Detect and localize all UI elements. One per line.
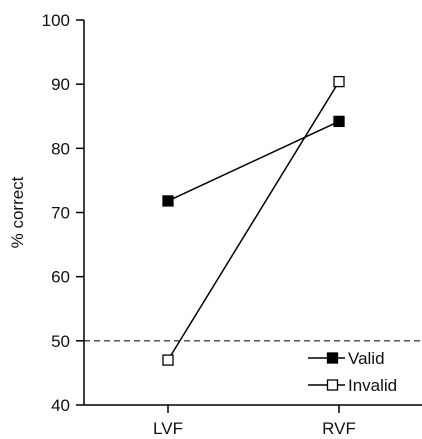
series-line-invalid [167, 81, 340, 361]
y-tick-label: 70 [51, 204, 70, 223]
point-valid-lvf [162, 195, 174, 207]
y-tick-label: 50 [51, 332, 70, 351]
y-tick-label: 40 [51, 396, 70, 415]
y-ticks: 40 50 60 70 80 90 100 [42, 11, 84, 415]
legend-marker-invalid [326, 379, 339, 391]
series-line-valid [167, 120, 340, 202]
y-tick-label: 90 [51, 75, 70, 94]
point-valid-rvf [333, 115, 345, 128]
x-ticks: LVF RVF [153, 405, 356, 438]
y-tick-label: 100 [42, 11, 70, 30]
x-tick-label: LVF [153, 419, 183, 438]
y-tick-label: 60 [51, 268, 70, 287]
point-invalid-lvf [162, 354, 174, 366]
legend-label-valid: Valid [348, 349, 385, 368]
legend: Valid Invalid [308, 349, 397, 395]
series-group [162, 75, 345, 366]
legend-marker-valid [326, 352, 339, 364]
y-axis-label: % correct [8, 176, 27, 248]
y-tick-label: 80 [51, 139, 70, 158]
legend-label-invalid: Invalid [348, 376, 397, 395]
x-tick-label: RVF [322, 419, 356, 438]
axes [83, 20, 422, 406]
point-invalid-rvf [333, 75, 345, 88]
